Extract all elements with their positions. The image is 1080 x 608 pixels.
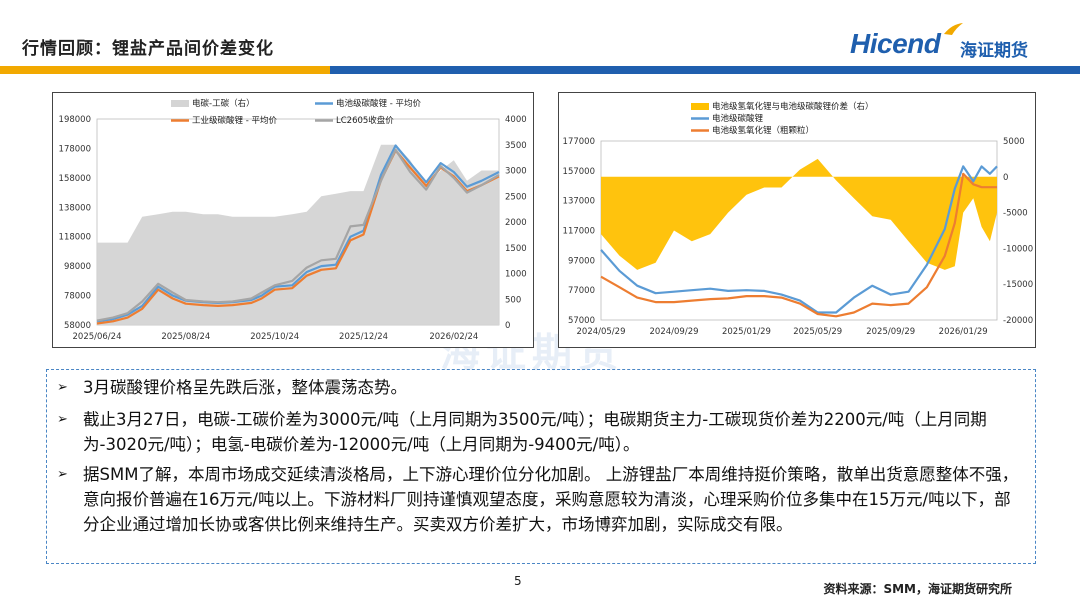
x-tick-label: 2025/12/24 (339, 332, 388, 342)
series-line-1 (600, 165, 998, 314)
y-right-tick-label: 500 (505, 295, 521, 305)
page-number: 5 (514, 574, 522, 588)
x-tick-label: 2025/10/24 (250, 332, 299, 342)
note-spread-values: ➢ 截止3月27日，电碳-工碳价差为3000元/吨（上月同期为3500元/吨）；… (57, 407, 1027, 457)
y-right-tick-label: -5000 (1003, 209, 1028, 219)
y-right-tick-label: -10000 (1003, 244, 1033, 254)
y-right-tick-label: -15000 (1003, 280, 1033, 290)
legend-label: 电池级碳酸锂 (712, 113, 764, 124)
series-line-3 (96, 148, 500, 322)
y-left-tick-label: 97000 (568, 256, 595, 266)
header-stripe-blue (330, 66, 1080, 74)
y-right-tick-label: 4000 (505, 115, 527, 125)
y-left-tick-label: 118000 (59, 233, 91, 243)
y-left-tick-label: 137000 (563, 197, 595, 207)
y-left-tick-label: 58000 (64, 321, 91, 331)
chart2-svg: 57000 77000 97000 117000 137000 157000 177000 -… (563, 101, 1034, 337)
y-left-tick-label: 198000 (59, 115, 91, 125)
y-right-tick-label: 0 (1003, 173, 1008, 183)
series-line-1 (96, 144, 500, 323)
x-tick-label: 2025/05/29 (793, 327, 842, 337)
logo-chinese-name: 海证期货 (960, 41, 1028, 61)
legend-label: 电池级氢氧化锂与电池级碳酸锂价差（右） (712, 101, 874, 112)
bullet-arrow-icon: ➢ (57, 467, 68, 482)
note-text: 据SMM了解，本周市场成交延续清淡格局，上下游心理价位分化加剧。 上游锂盐厂本周… (83, 465, 1019, 534)
y-right-tick-label: 0 (505, 321, 510, 331)
x-tick-label: 2026/02/24 (429, 332, 478, 342)
y-left-tick-label: 138000 (59, 203, 91, 213)
bullet-arrow-icon: ➢ (57, 380, 68, 395)
logo-wordmark: Hicend (850, 28, 941, 59)
header-stripe-gold (0, 66, 330, 74)
y-right-tick-label: 1500 (505, 244, 527, 254)
note-price-trend: ➢ 3月碳酸锂价格呈先跌后涨，整体震荡态势。 (57, 375, 1027, 400)
page-title: 行情回顾：锂盐产品间价差变化 (22, 39, 274, 59)
x-tick-label: 2025/06/24 (73, 332, 122, 342)
source-note: 资料来源：SMM，海证期货研究所 (823, 582, 1012, 596)
series-line-2 (600, 172, 997, 318)
chart1-svg: 58000 78000 98000 118000 138000 158000 178000 1… (59, 98, 527, 342)
y-left-tick-label: 157000 (563, 167, 595, 177)
commentary-box: ➢ 3月碳酸锂价格呈先跌后涨，整体震荡态势。 ➢ 截止3月27日，电碳-工碳价差… (46, 369, 1036, 564)
y-right-tick-label: 3000 (505, 167, 527, 177)
chart-hydroxide-carbonate-spread: 57000 77000 97000 117000 137000 157000 177000 -… (558, 92, 1036, 348)
y-right-tick-label: 2500 (505, 192, 527, 202)
x-tick-label: 2024/05/29 (577, 327, 626, 337)
y-left-tick-label: 57000 (568, 316, 595, 326)
chart-lithium-carbonate-spread: 58000 78000 98000 118000 138000 158000 178000 1… (52, 92, 534, 348)
x-tick-label: 2026/01/29 (939, 327, 988, 337)
bullet-arrow-icon: ➢ (57, 412, 68, 427)
legend-swatch (171, 100, 189, 107)
y-left-tick-label: 117000 (563, 227, 595, 237)
y-left-tick-label: 98000 (64, 262, 91, 272)
x-tick-label: 2025/08/24 (161, 332, 210, 342)
y-left-tick-label: 78000 (64, 292, 91, 302)
legend-label: 工业级碳酸锂 - 平均价 (192, 115, 277, 126)
note-text: 3月碳酸锂价格呈先跌后涨，整体震荡态势。 (83, 378, 407, 397)
y-right-tick-label: 1000 (505, 270, 527, 280)
y-right-tick-label: -20000 (1003, 316, 1033, 326)
x-tick-label: 2024/09/29 (650, 327, 699, 337)
y-left-tick-label: 177000 (563, 137, 595, 147)
legend-label: LC2605收盘价 (336, 115, 394, 126)
spread-area (601, 158, 997, 270)
y-right-tick-label: 2000 (505, 218, 527, 228)
y-left-tick-label: 178000 (59, 144, 91, 154)
note-market-status: ➢ 据SMM了解，本周市场成交延续清淡格局，上下游心理价位分化加剧。 上游锂盐厂… (57, 462, 1027, 537)
y-right-tick-label: 3500 (505, 141, 527, 151)
company-logo: Hicend 海证期货 (850, 23, 1050, 68)
legend-label: 电池级碳酸锂 - 平均价 (336, 98, 421, 109)
y-right-tick-label: 5000 (1003, 137, 1025, 147)
note-text: 截止3月27日，电碳-工碳价差为3000元/吨（上月同期为3500元/吨）；电碳… (83, 410, 987, 454)
spread-area (97, 144, 499, 325)
legend-label: 电碳-工碳（右） (192, 98, 255, 109)
legend-swatch (691, 103, 709, 110)
y-left-tick-label: 158000 (59, 174, 91, 184)
x-tick-label: 2025/01/29 (722, 327, 771, 337)
y-left-tick-label: 77000 (568, 286, 595, 296)
logo-swoosh-icon (944, 23, 963, 35)
legend-label: 电池级氢氧化锂（粗颗粒） (712, 125, 814, 136)
x-tick-label: 2025/09/29 (866, 327, 915, 337)
